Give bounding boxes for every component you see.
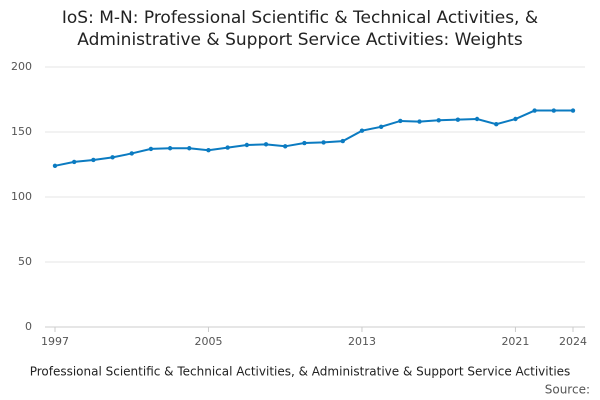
data-point [187, 146, 192, 151]
data-point [532, 108, 537, 113]
data-point [71, 159, 77, 165]
data-point [436, 118, 441, 123]
x-axis-label: Professional Scientific & Technical Acti… [30, 365, 571, 379]
data-point [110, 155, 115, 160]
data-point [551, 108, 557, 113]
y-tick-label: 200 [11, 60, 32, 73]
x-tick-label: 2013 [348, 335, 376, 348]
data-point [321, 140, 326, 145]
chart-title: IoS: M-N: Professional Scientific & Tech… [62, 8, 538, 28]
data-point [263, 142, 269, 147]
data-point [244, 142, 250, 148]
data-point [398, 118, 403, 124]
x-tick-label: 1997 [41, 335, 69, 348]
data-point [455, 117, 461, 122]
data-point [474, 116, 480, 122]
data-point [225, 145, 230, 150]
data-point [570, 108, 576, 113]
data-point [91, 157, 96, 163]
chart-title: Administrative & Support Service Activit… [77, 30, 523, 50]
data-point [378, 124, 384, 129]
data-point [417, 119, 422, 124]
data-point [167, 146, 173, 151]
data-point [340, 138, 345, 144]
data-point [513, 116, 518, 122]
data-point [302, 140, 307, 146]
x-tick-label: 2024 [559, 335, 587, 348]
y-tick-label: 150 [11, 125, 32, 138]
data-point [494, 122, 499, 127]
x-tick-label: 2005 [194, 335, 222, 348]
source: Source: [545, 383, 590, 397]
data-point [206, 148, 211, 153]
x-tick-label: 2021 [501, 335, 529, 348]
y-tick-label: 100 [11, 190, 32, 203]
data-point [148, 146, 154, 152]
y-tick-label: 0 [25, 320, 32, 333]
y-tick-label: 50 [18, 255, 32, 268]
data-point [359, 128, 365, 133]
series-line [54, 109, 573, 167]
data-point [129, 151, 134, 156]
data-point [283, 144, 288, 149]
data-point [52, 163, 58, 168]
